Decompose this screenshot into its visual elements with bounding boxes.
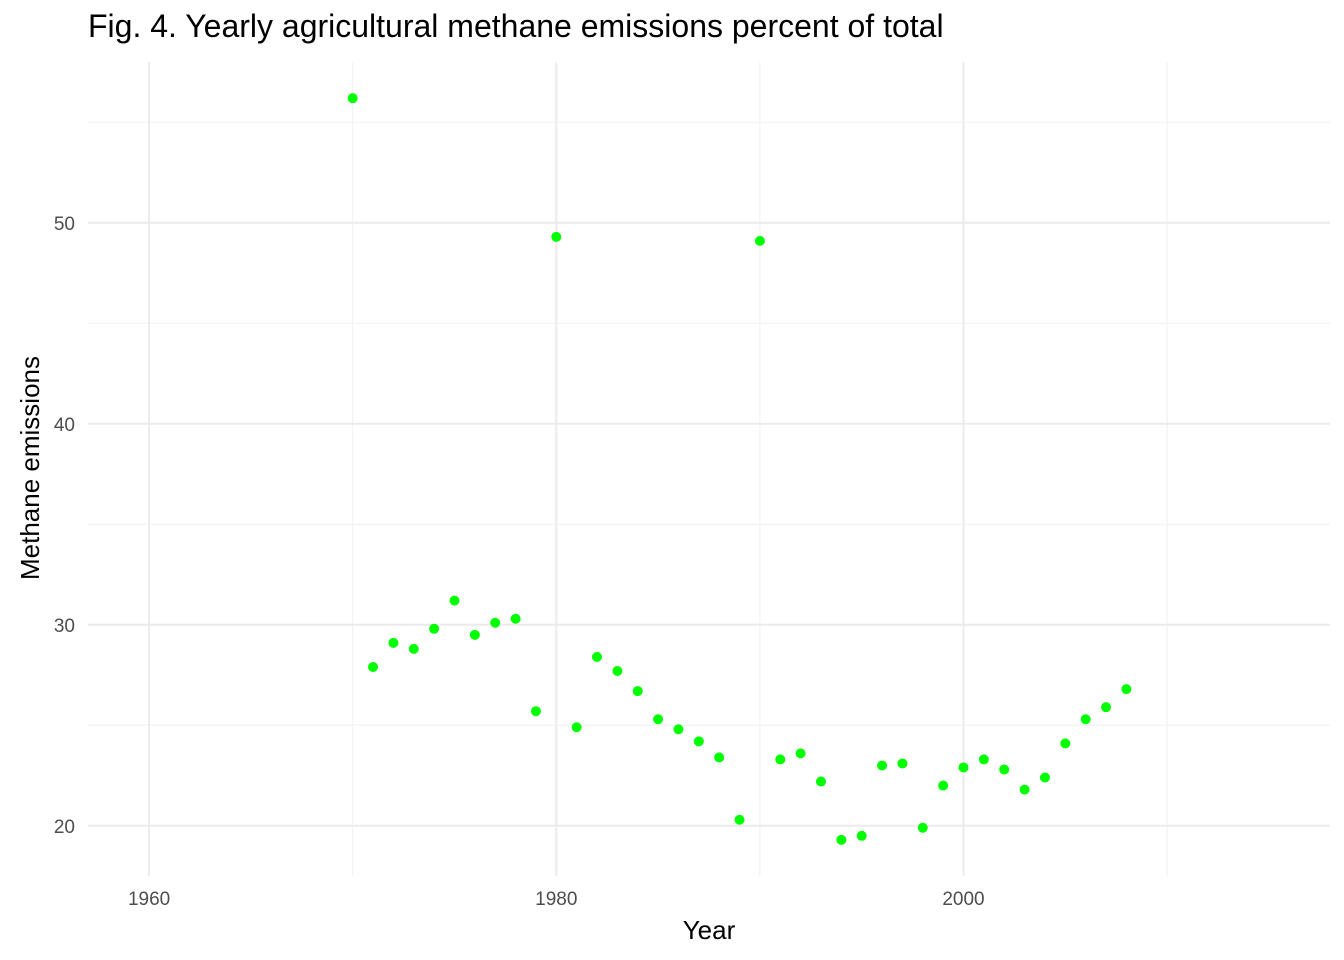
data-point: [958, 762, 969, 773]
data-point: [877, 760, 888, 771]
data-point: [347, 93, 358, 104]
data-points: [347, 93, 1132, 845]
data-point: [368, 661, 379, 672]
tick-labels: 1960 1980 2000 20 30 40 50: [54, 214, 985, 910]
chart-title: Fig. 4. Yearly agricultural methane emis…: [88, 8, 944, 44]
data-point: [632, 686, 643, 697]
data-point: [388, 637, 399, 648]
data-point: [897, 758, 908, 769]
data-point: [592, 651, 603, 662]
data-point: [815, 776, 826, 787]
x-tick-label: 1960: [128, 889, 170, 910]
y-tick-label: 40: [54, 415, 75, 436]
data-point: [1019, 784, 1030, 795]
data-point: [571, 722, 582, 733]
data-point: [653, 714, 664, 725]
data-point: [449, 595, 460, 606]
y-tick-label: 20: [54, 817, 75, 838]
data-point: [1060, 738, 1071, 749]
data-point: [856, 830, 867, 841]
data-point: [1101, 702, 1112, 713]
data-point: [978, 754, 989, 765]
data-point: [530, 706, 541, 717]
data-point: [1121, 684, 1132, 695]
data-point: [673, 724, 684, 735]
data-point: [510, 613, 521, 624]
data-point: [754, 235, 765, 246]
y-tick-label: 50: [54, 214, 75, 235]
data-point: [734, 814, 745, 825]
data-point: [917, 822, 928, 833]
x-tick-label: 2000: [942, 889, 984, 910]
data-point: [469, 629, 480, 640]
data-point: [551, 231, 562, 242]
data-point: [714, 752, 725, 763]
x-axis-title: Year: [683, 915, 736, 945]
data-point: [408, 643, 419, 654]
data-point: [795, 748, 806, 759]
data-point: [775, 754, 786, 765]
data-point: [999, 764, 1010, 775]
data-point: [612, 665, 623, 676]
x-tick-label: 1980: [535, 889, 577, 910]
data-point: [1039, 772, 1050, 783]
data-point: [1080, 714, 1091, 725]
y-axis-title: Methane emissions: [15, 356, 45, 580]
data-point: [429, 623, 440, 634]
grid-lines: [88, 62, 1330, 876]
data-point: [938, 780, 949, 791]
data-point: [693, 736, 704, 747]
data-point: [836, 834, 847, 845]
data-point: [490, 617, 501, 628]
y-tick-label: 30: [54, 616, 75, 637]
